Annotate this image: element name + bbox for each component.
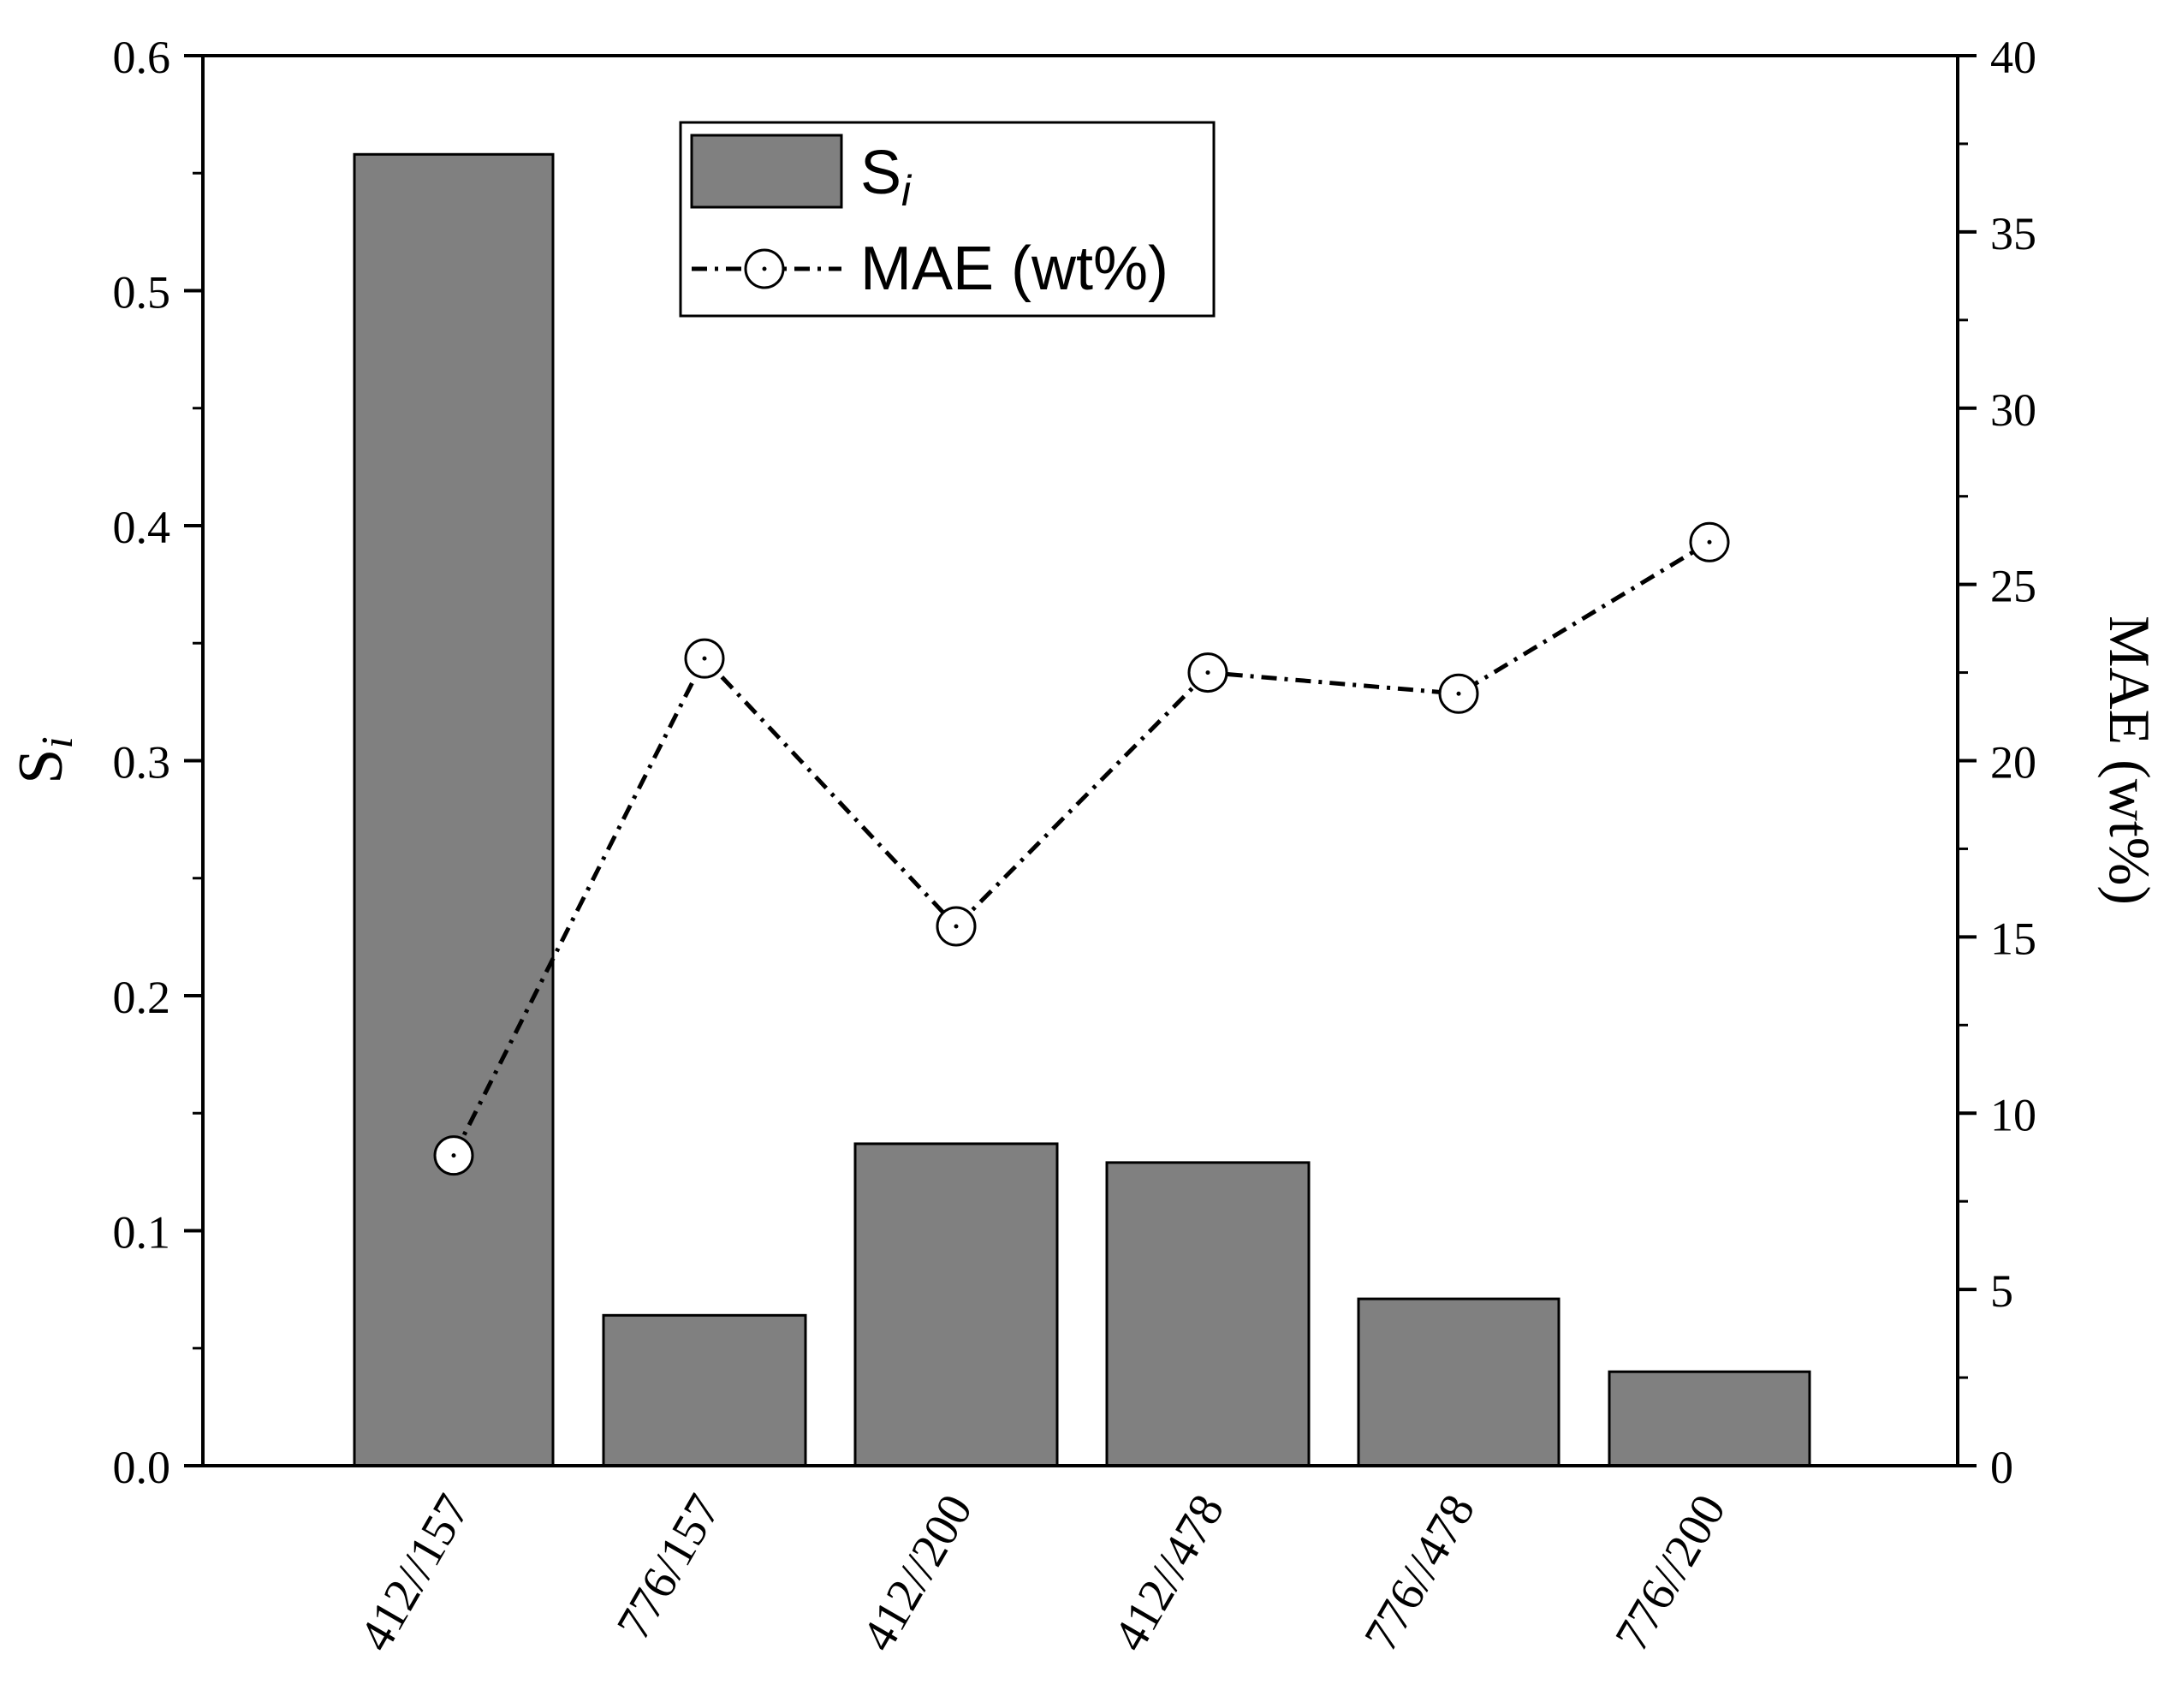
right-tick-label: 0 — [1990, 1442, 2013, 1493]
bar-412//157 — [353, 152, 555, 1467]
right-tick-label: 10 — [1990, 1089, 2036, 1140]
mae-point-center — [1456, 691, 1461, 696]
right-tick-label: 20 — [1990, 737, 2036, 789]
bar-776//200 — [1608, 1370, 1811, 1467]
left-tick-label: 0.0 — [113, 1442, 171, 1493]
right-axis: 0 5 10 15 20 25 30 35 40 — [1958, 32, 2036, 1493]
bar-412//478 — [1105, 1161, 1311, 1467]
legend-label-bar: Si — [860, 139, 913, 215]
y-axis-left-title: Si — [6, 736, 82, 784]
bar-412//200 — [853, 1142, 1059, 1467]
right-tick-label: 5 — [1990, 1265, 2013, 1317]
bars-layer — [353, 152, 1811, 1467]
x-tick-label: 776//200 — [1605, 1486, 1736, 1660]
x-tick-label: 776/157 — [607, 1486, 731, 1649]
left-tick-label: 0.4 — [113, 502, 171, 553]
mae-point-center — [1707, 539, 1712, 545]
left-tick-label: 0.1 — [113, 1207, 171, 1259]
legend-label-line: MAE (wt%) — [860, 235, 1168, 303]
right-tick-label: 40 — [1990, 32, 2036, 83]
legend: Si MAE (wt%) — [679, 121, 1216, 318]
x-axis: 412//157 776/157 412//200 412//478 776//478 7… — [349, 1486, 1736, 1660]
mae-point-center — [702, 656, 707, 661]
right-tick-label: 25 — [1990, 561, 2036, 612]
mae-series-line — [451, 540, 1711, 1157]
left-tick-label: 0.3 — [113, 737, 171, 789]
left-tick-label: 0.6 — [113, 32, 171, 83]
right-tick-label: 15 — [1990, 913, 2036, 964]
x-tick-label: 412//200 — [852, 1486, 983, 1660]
left-tick-label: 0.2 — [113, 972, 171, 1023]
x-tick-label: 412//157 — [349, 1486, 480, 1660]
y-axis-right-title: MAE (wt%) — [2097, 616, 2158, 905]
left-axis: 0.0 0.1 0.2 0.3 0.4 0.5 0.6 — [113, 32, 203, 1493]
line-layer — [433, 521, 1730, 1176]
left-tick-label: 0.5 — [113, 267, 171, 318]
x-tick-label: 776//478 — [1354, 1486, 1485, 1660]
mae-point-center — [1205, 670, 1210, 675]
mae-point-center — [451, 1153, 456, 1158]
bar-776/157 — [602, 1313, 807, 1467]
x-tick-label: 412//478 — [1103, 1486, 1234, 1660]
right-tick-label: 30 — [1990, 384, 2036, 436]
right-tick-label: 35 — [1990, 208, 2036, 259]
mae-point-center — [954, 924, 959, 929]
legend-swatch-marker-dot — [762, 266, 767, 271]
legend-swatch-bar — [690, 134, 843, 209]
bar-776//478 — [1357, 1297, 1561, 1467]
